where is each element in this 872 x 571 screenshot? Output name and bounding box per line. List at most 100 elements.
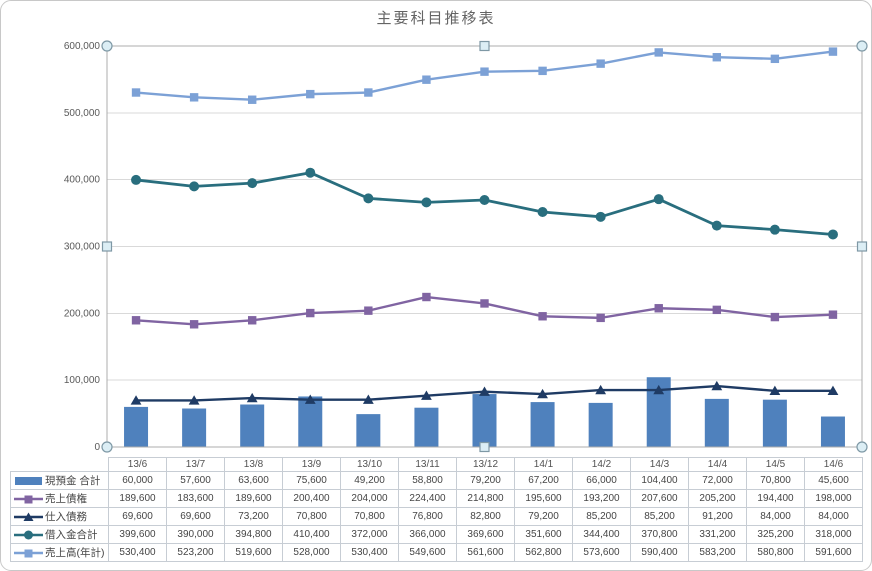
series-label-cell: 売上高(年計) xyxy=(10,543,109,562)
receivables-marker[interactable] xyxy=(596,313,605,323)
value-cell-cash-total: 70,800 xyxy=(746,471,805,490)
month-header-cell: 13/7 xyxy=(166,457,225,472)
receivables-marker[interactable] xyxy=(189,320,199,329)
selection-handle-e[interactable] xyxy=(856,241,868,252)
borrowings-total-marker[interactable] xyxy=(421,197,432,208)
value-cell-annual-sales: 583,200 xyxy=(688,543,747,562)
selection-handle-se[interactable] xyxy=(856,441,868,453)
month-header-cell: 13/6 xyxy=(108,457,167,472)
cash-total-bar[interactable] xyxy=(472,394,497,447)
cash-total-bar[interactable] xyxy=(762,399,787,447)
annual-sales-marker[interactable] xyxy=(364,88,373,97)
value-cell-receivables: 198,000 xyxy=(804,489,863,508)
cash-total-bar[interactable] xyxy=(240,404,265,447)
receivables-marker[interactable] xyxy=(247,316,257,325)
receivables-marker[interactable] xyxy=(364,306,373,315)
annual-sales-marker[interactable] xyxy=(247,95,257,104)
value-cell-payables: 85,200 xyxy=(630,507,689,526)
cash-total-bar[interactable] xyxy=(356,414,381,447)
value-cell-annual-sales: 580,800 xyxy=(746,543,805,562)
payables-marker[interactable] xyxy=(769,385,781,396)
annual-sales-marker[interactable] xyxy=(422,75,431,84)
annual-sales-marker[interactable] xyxy=(770,54,780,64)
y-axis-label: 0 xyxy=(94,442,100,453)
payables-marker[interactable] xyxy=(188,395,200,405)
cash-total-bar[interactable] xyxy=(530,402,555,447)
payables-marker[interactable] xyxy=(653,384,665,395)
receivables-marker[interactable] xyxy=(480,299,489,308)
annual-sales-marker[interactable] xyxy=(480,67,489,76)
selection-handle-sw[interactable] xyxy=(101,441,113,453)
annual-sales-marker[interactable] xyxy=(828,47,838,56)
month-header-cell: 14/4 xyxy=(688,457,747,472)
receivables-marker[interactable] xyxy=(131,316,141,325)
value-cell-borrowings-total: 390,000 xyxy=(166,525,225,544)
borrowings-total-marker[interactable] xyxy=(769,224,780,235)
payables-marker[interactable] xyxy=(595,384,607,395)
value-cell-receivables: 194,400 xyxy=(746,489,805,508)
borrowings-total-marker[interactable] xyxy=(363,193,374,204)
annual-sales-marker[interactable] xyxy=(306,89,315,99)
cash-total-bar[interactable] xyxy=(124,406,149,447)
annual-sales-marker[interactable] xyxy=(654,48,663,57)
chart-title[interactable]: 主要科目推移表 xyxy=(376,10,496,27)
selection-handle-s[interactable] xyxy=(479,441,490,453)
value-cell-cash-total: 79,200 xyxy=(456,471,515,490)
borrowings-total-marker[interactable] xyxy=(131,174,142,185)
borrowings-total-marker[interactable] xyxy=(595,211,606,222)
borrowings-total-marker[interactable] xyxy=(653,194,664,205)
legend-key-receivables-icon xyxy=(14,493,44,505)
receivables-marker[interactable] xyxy=(422,292,431,302)
month-header-cell: 13/10 xyxy=(340,457,399,472)
chart-data-table[interactable]: 13/6 13/7 13/8 13/9 13/10 13/11 13/12 14/1 14/2 1… xyxy=(10,457,863,562)
value-cell-payables: 73,200 xyxy=(224,507,283,526)
cash-total-bar[interactable] xyxy=(820,416,845,447)
receivables-marker[interactable] xyxy=(654,304,663,313)
receivables-marker[interactable] xyxy=(770,312,780,322)
payables-marker[interactable] xyxy=(362,394,374,404)
selection-handle-nw[interactable] xyxy=(101,40,113,52)
selection-handle-w[interactable] xyxy=(101,241,113,252)
cash-total-bar[interactable] xyxy=(414,407,439,447)
receivables-marker[interactable] xyxy=(828,310,838,319)
value-cell-borrowings-total: 394,800 xyxy=(224,525,283,544)
series-name-payables: 仕入債務 xyxy=(45,511,87,523)
selection-handle-ne[interactable] xyxy=(856,40,868,52)
receivables-marker[interactable] xyxy=(306,308,315,318)
annual-sales-marker[interactable] xyxy=(712,53,722,62)
value-cell-annual-sales: 549,600 xyxy=(398,543,457,562)
cash-total-bar[interactable] xyxy=(298,396,323,447)
value-cell-payables: 79,200 xyxy=(514,507,573,526)
annual-sales-marker[interactable] xyxy=(131,88,141,97)
value-cell-cash-total: 49,200 xyxy=(340,471,399,490)
value-cell-payables: 85,200 xyxy=(572,507,631,526)
payables-marker[interactable] xyxy=(479,386,490,396)
payables-marker[interactable] xyxy=(246,392,258,403)
cash-total-bar[interactable] xyxy=(588,402,613,447)
borrowings-total-marker[interactable] xyxy=(189,181,200,192)
payables-marker[interactable] xyxy=(537,388,548,399)
annual-sales-marker[interactable] xyxy=(596,59,605,68)
payables-marker[interactable] xyxy=(827,385,839,396)
borrowings-total-marker[interactable] xyxy=(305,167,316,178)
borrowings-total-marker[interactable] xyxy=(479,194,490,205)
cash-total-bar[interactable] xyxy=(182,408,207,447)
borrowings-total-marker[interactable] xyxy=(711,220,722,231)
month-header-cell: 13/8 xyxy=(224,457,283,472)
payables-marker[interactable] xyxy=(304,394,316,404)
selection-handle-n[interactable] xyxy=(479,40,490,52)
annual-sales-marker[interactable] xyxy=(538,66,547,76)
payables-marker[interactable] xyxy=(711,380,723,391)
annual-sales-marker[interactable] xyxy=(189,93,199,102)
series-name-receivables: 売上債権 xyxy=(45,493,87,505)
receivables-marker[interactable] xyxy=(538,312,547,321)
series-label-cell: 売上債権 xyxy=(10,489,109,508)
value-cell-receivables: 214,800 xyxy=(456,489,515,508)
cash-total-bar[interactable] xyxy=(704,398,729,447)
receivables-marker[interactable] xyxy=(712,305,722,315)
payables-marker[interactable] xyxy=(130,395,142,405)
payables-marker[interactable] xyxy=(421,390,432,400)
borrowings-total-marker[interactable] xyxy=(537,207,548,218)
borrowings-total-marker[interactable] xyxy=(247,178,258,189)
borrowings-total-marker[interactable] xyxy=(827,229,838,240)
